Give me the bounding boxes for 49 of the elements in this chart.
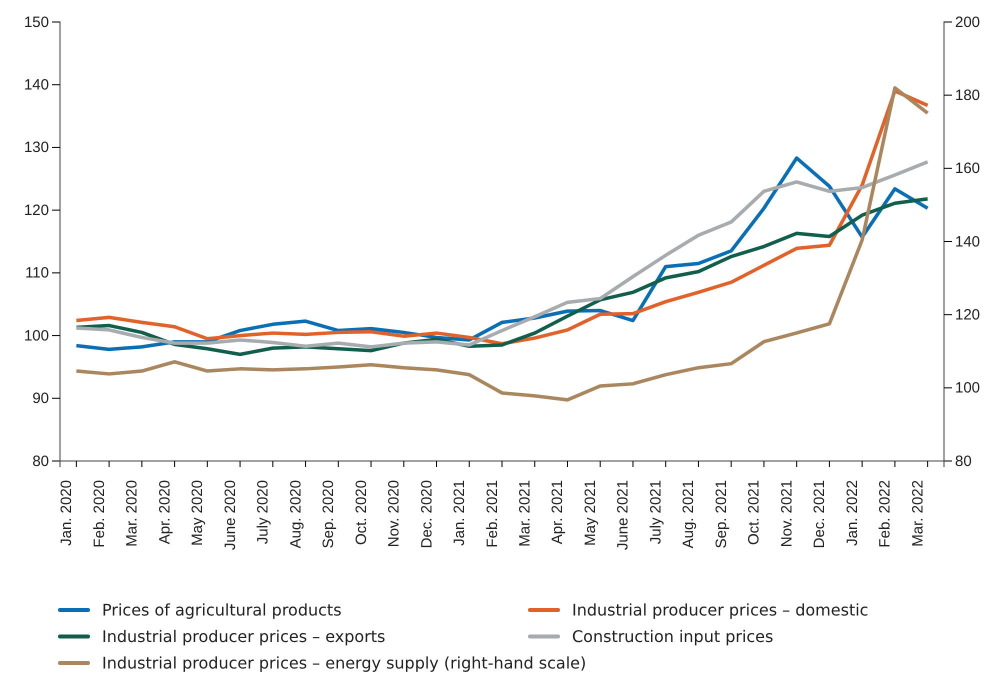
y2-tick-label: 180 [955, 86, 980, 104]
x-tick-label: Aug. 2020 [287, 480, 304, 548]
y2-tick-label: 200 [955, 14, 980, 31]
x-tick-label: June 2020 [222, 480, 239, 550]
x-tick-label: Oct. 2021 [746, 480, 763, 546]
y-tick-label: 80 [32, 452, 49, 470]
x-tick-label: Feb. 2022 [876, 480, 894, 548]
y-tick-label: 90 [32, 390, 49, 408]
x-tick-label: Feb. 2020 [90, 480, 108, 548]
y2-tick-label: 140 [955, 233, 980, 250]
y-tick-label: 120 [24, 202, 49, 219]
x-tick-label: July 2021 [647, 480, 664, 544]
x-tick-label: May 2020 [189, 480, 206, 546]
x-tick-label: Sep. 2020 [320, 480, 338, 548]
legend-label: Construction input prices [572, 627, 774, 646]
x-tick-label: Jan. 2022 [844, 480, 861, 546]
y-tick-label: 140 [24, 76, 49, 94]
y2-tick-label: 80 [955, 452, 972, 470]
x-tick-label: Aug. 2021 [680, 480, 698, 548]
x-tick-label: Sep. 2021 [712, 480, 730, 548]
x-tick-label: Mar. 2021 [516, 480, 534, 547]
line-series [74, 89, 930, 346]
legend-label: Prices of agricultural products [102, 600, 342, 620]
x-tick-label: May 2021 [582, 480, 599, 546]
x-tick-label: Apr. 2020 [156, 480, 174, 544]
x-tick-label: Jan. 2021 [451, 480, 468, 546]
x-tick-label: Nov. 2021 [778, 480, 796, 548]
line-series [74, 86, 930, 402]
x-tick-label: Dec. 2021 [811, 480, 828, 548]
y-tick-label: 110 [25, 264, 49, 282]
y2-tick-label: 120 [955, 306, 980, 324]
y-tick-label: 130 [24, 139, 49, 156]
legend-label: Industrial producer prices – energy supply (right-hand scale) [102, 654, 586, 673]
x-tick-label: Jan. 2020 [58, 480, 76, 546]
x-tick-label: Apr. 2021 [549, 480, 566, 544]
x-tick-label: Dec. 2020 [418, 480, 436, 548]
y-tick-label: 150 [24, 14, 49, 31]
x-tick-label: July 2020 [254, 480, 272, 544]
x-tick-label: Oct. 2020 [352, 480, 370, 546]
legend-label: Industrial producer prices – domestic [572, 600, 868, 620]
legend-label: Industrial producer prices – exports [102, 627, 386, 646]
x-tick-label: June 2021 [614, 480, 632, 550]
x-tick-label: Mar. 2020 [124, 480, 141, 547]
x-tick-label: Feb. 2021 [484, 480, 501, 548]
x-tick-label: Nov. 2020 [386, 480, 403, 548]
y2-tick-label: 100 [955, 380, 980, 397]
x-tick-label: Mar. 2022 [909, 480, 926, 547]
y-tick-label: 100 [24, 327, 49, 344]
y2-tick-label: 160 [955, 160, 980, 178]
